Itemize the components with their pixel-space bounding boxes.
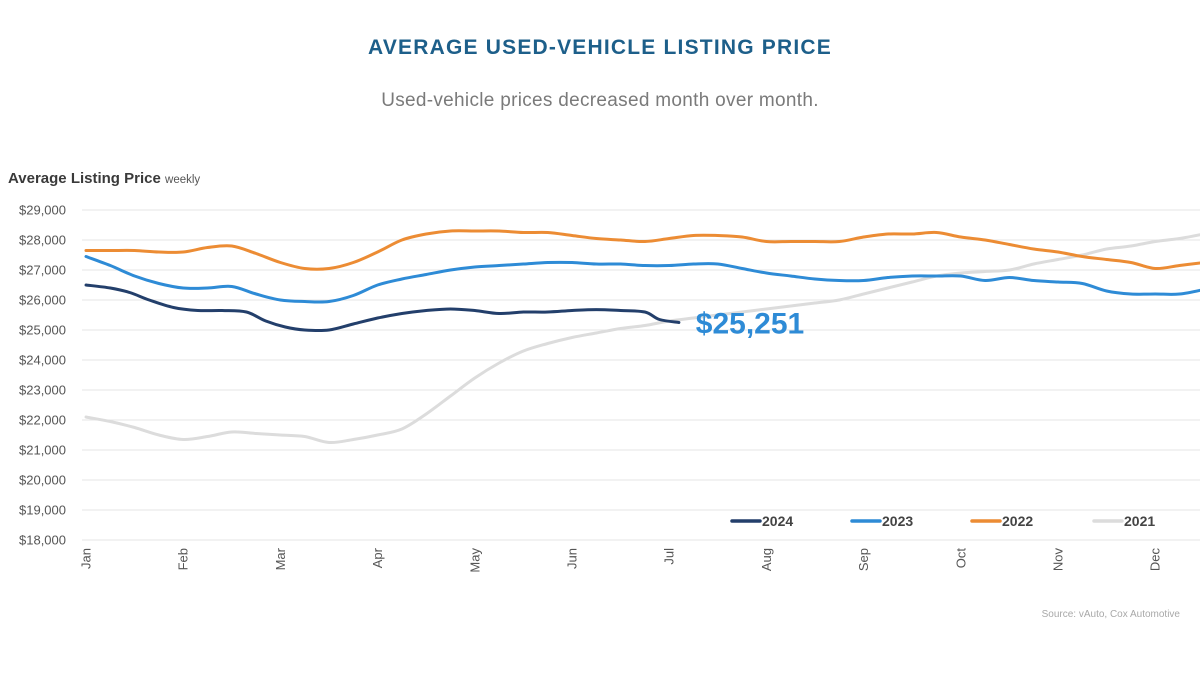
y-tick-label: $22,000 <box>19 413 66 428</box>
legend-label-2024: 2024 <box>762 513 793 529</box>
y-axis-title-main: Average Listing Price <box>8 170 161 187</box>
y-tick-label: $23,000 <box>19 383 66 398</box>
y-tick-label: $19,000 <box>19 503 66 518</box>
y-tick-label: $24,000 <box>19 353 66 368</box>
legend-label-2021: 2021 <box>1124 513 1155 529</box>
series-line-2021 <box>84 233 1200 445</box>
y-axis-title-unit: weekly <box>165 174 201 186</box>
legend-label-2023: 2023 <box>882 513 913 529</box>
series-line-2023 <box>84 255 1200 304</box>
x-tick-label: Apr <box>370 547 385 568</box>
chart-subtitle: Used-vehicle prices decreased month over… <box>381 90 819 111</box>
y-tick-label: $28,000 <box>19 233 66 248</box>
source-note: Source: vAuto, Cox Automotive <box>1041 609 1180 620</box>
x-tick-label: Nov <box>1051 548 1066 572</box>
x-tick-label: Feb <box>176 548 191 570</box>
value-callout: $25,251 <box>696 307 804 340</box>
chart-title: AVERAGE USED-VEHICLE LISTING PRICE <box>368 36 832 59</box>
series-line-2024 <box>84 283 681 333</box>
x-tick-label: May <box>467 548 482 573</box>
y-tick-label: $25,000 <box>19 323 66 338</box>
x-tick-label: Mar <box>273 547 288 570</box>
y-tick-label: $18,000 <box>19 533 66 548</box>
y-tick-label: $20,000 <box>19 473 66 488</box>
y-tick-label: $26,000 <box>19 293 66 308</box>
legend-label-2022: 2022 <box>1002 513 1033 529</box>
x-tick-label: Dec <box>1148 548 1163 572</box>
x-tick-label: Oct <box>953 548 968 569</box>
y-tick-label: $21,000 <box>19 443 66 458</box>
y-tick-label: $29,000 <box>19 203 66 218</box>
y-tick-label: $27,000 <box>19 263 66 278</box>
x-tick-label: Jun <box>565 548 580 569</box>
y-axis-title: Average Listing Price weekly <box>8 170 200 187</box>
x-tick-label: Jul <box>662 548 677 565</box>
series-line-2022 <box>84 229 1200 271</box>
x-tick-label: Jan <box>79 548 94 569</box>
x-tick-label: Sep <box>856 548 871 571</box>
x-tick-label: Aug <box>759 548 774 571</box>
